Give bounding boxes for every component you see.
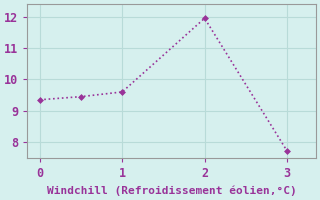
X-axis label: Windchill (Refroidissement éolien,°C): Windchill (Refroidissement éolien,°C) [47, 185, 297, 196]
